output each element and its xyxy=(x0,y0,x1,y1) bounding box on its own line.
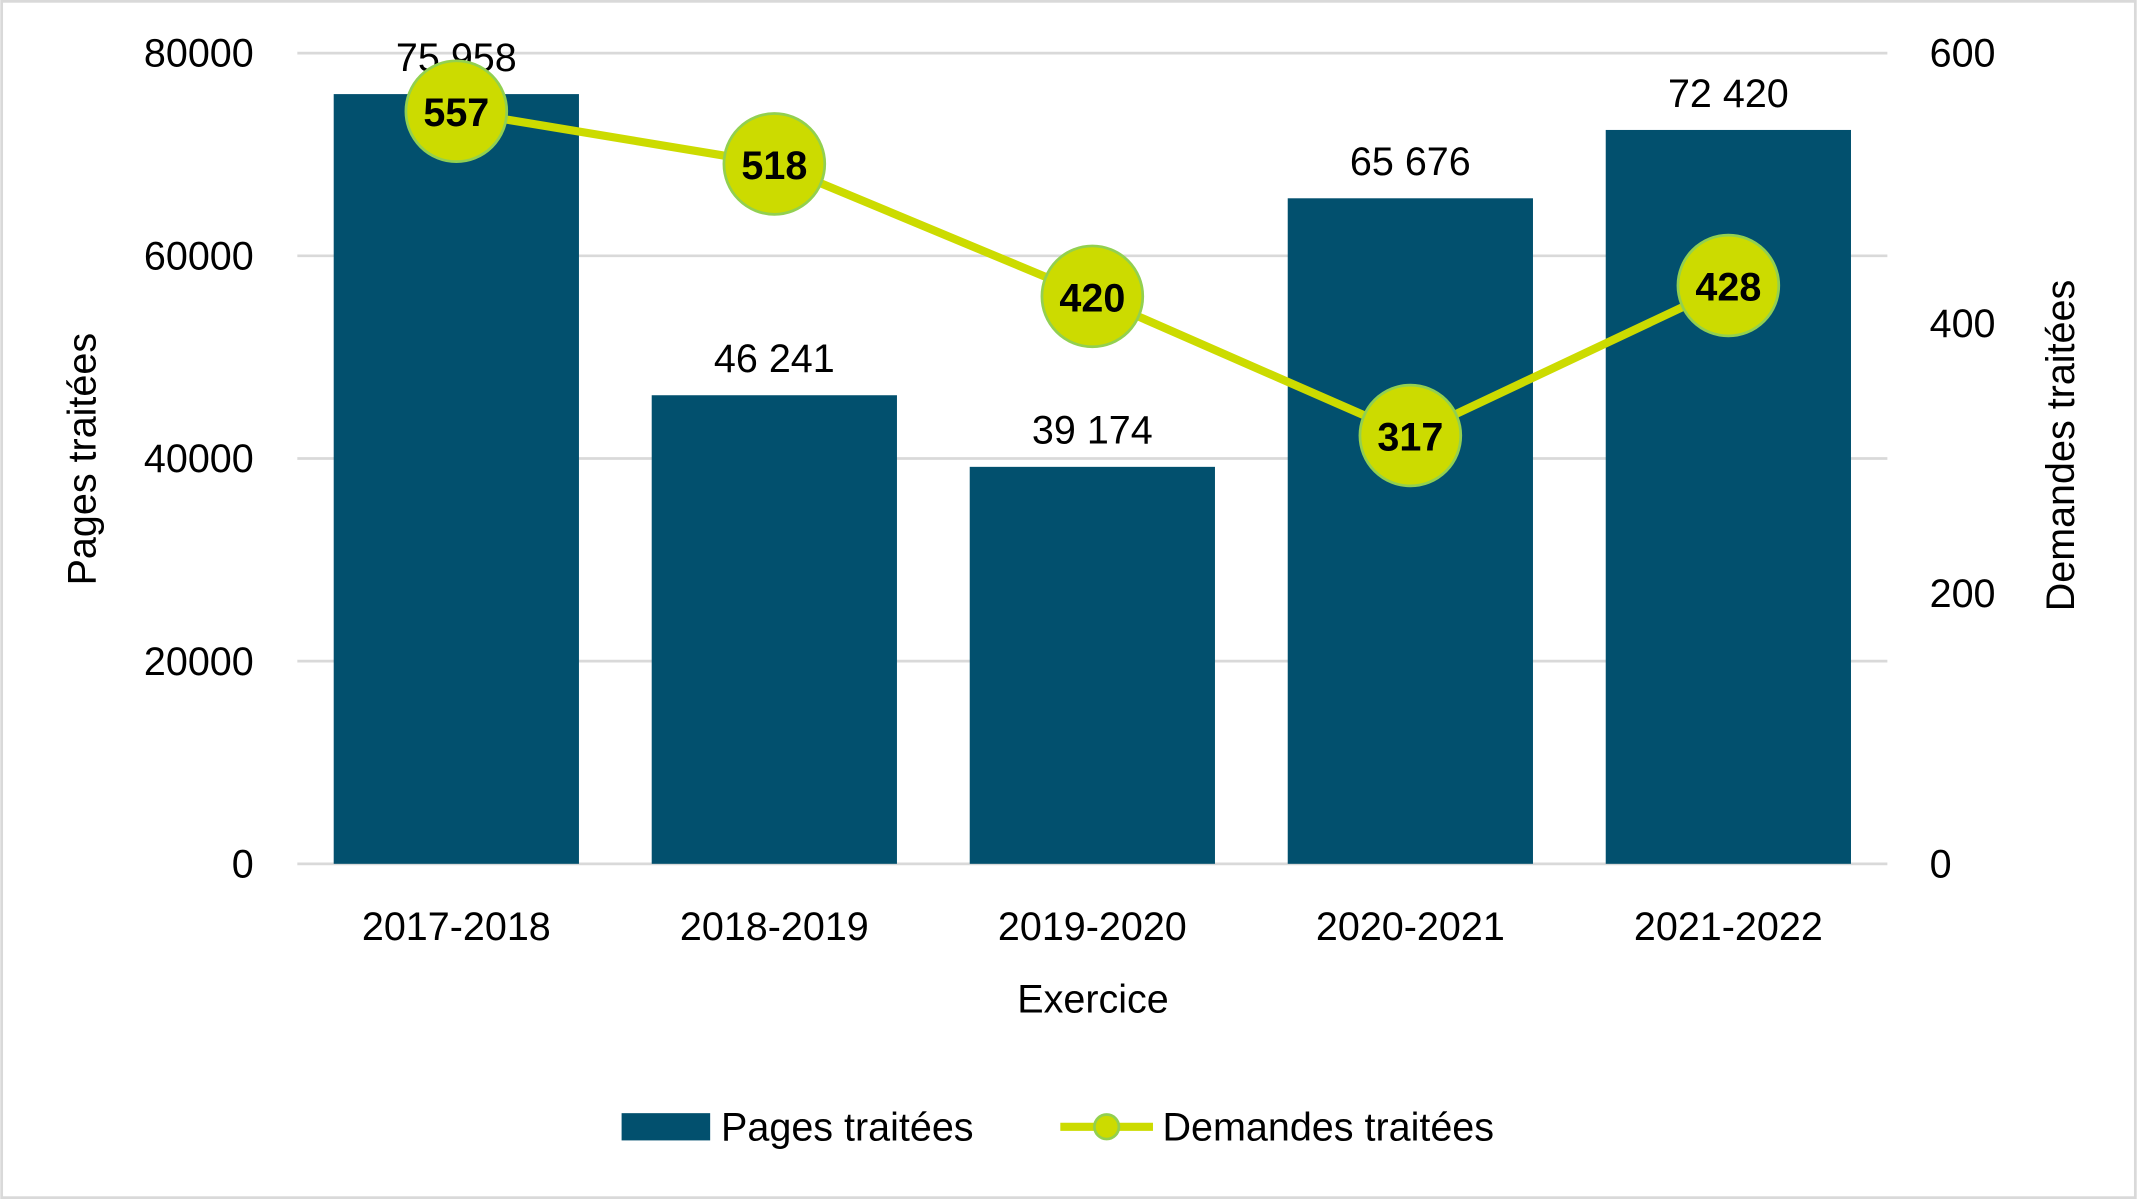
y2-tick-label: 0 xyxy=(1930,842,1952,886)
line-data-label: 428 xyxy=(1695,266,1761,310)
bar xyxy=(651,395,897,864)
line-data-label: 420 xyxy=(1059,276,1125,320)
legend-label-pages: Pages traitées xyxy=(721,1105,974,1149)
x-tick-label: 2021-2022 xyxy=(1634,905,1823,949)
y-tick-label: 0 xyxy=(232,842,254,886)
legend: Pages traitées Demandes traitées xyxy=(621,1105,1495,1149)
line-data-label: 317 xyxy=(1377,415,1443,459)
x-tick-label: 2019-2020 xyxy=(998,905,1187,949)
y2-axis-title: Demandes traitées xyxy=(2039,280,2083,612)
y-tick-label: 20000 xyxy=(144,640,254,684)
line-series: 557 518 420 317 428 xyxy=(404,59,1781,488)
y2-tick-label: 600 xyxy=(1930,32,1996,76)
x-axis-title: Exercice xyxy=(1017,977,1168,1021)
bar-data-label: 39 174 xyxy=(1032,409,1153,453)
y2-tick-label: 200 xyxy=(1930,572,1996,616)
legend-marker-demandes xyxy=(1093,1113,1121,1141)
y-axis-title: Pages traitées xyxy=(61,333,105,586)
line-marker xyxy=(1676,233,1781,338)
line-marker xyxy=(404,59,509,164)
y-tick-label: 80000 xyxy=(144,32,254,76)
legend-swatch-pages xyxy=(621,1113,711,1141)
x-tick-label: 2020-2021 xyxy=(1316,905,1505,949)
line-marker xyxy=(1358,383,1463,488)
y-tick-label: 40000 xyxy=(144,437,254,481)
bar-data-label: 72 420 xyxy=(1668,72,1789,116)
x-tick-label: 2018-2019 xyxy=(680,905,869,949)
bar-data-label: 46 241 xyxy=(714,337,835,381)
line-data-label: 518 xyxy=(741,144,807,188)
line-marker xyxy=(722,112,827,216)
y-tick-label: 60000 xyxy=(144,234,254,278)
line-marker xyxy=(1040,244,1145,349)
bar xyxy=(1287,198,1533,864)
axis-ticks: 0 20000 40000 60000 80000 0 200 400 600 2017-2018… xyxy=(144,32,1996,949)
x-tick-label: 2017-2018 xyxy=(362,905,551,949)
bar xyxy=(969,466,1215,864)
legend-label-demandes: Demandes traitées xyxy=(1163,1105,1495,1149)
line-data-label: 557 xyxy=(423,91,489,135)
bar xyxy=(333,94,579,864)
y2-tick-label: 400 xyxy=(1930,302,1996,346)
bar-data-label: 65 676 xyxy=(1350,140,1471,184)
